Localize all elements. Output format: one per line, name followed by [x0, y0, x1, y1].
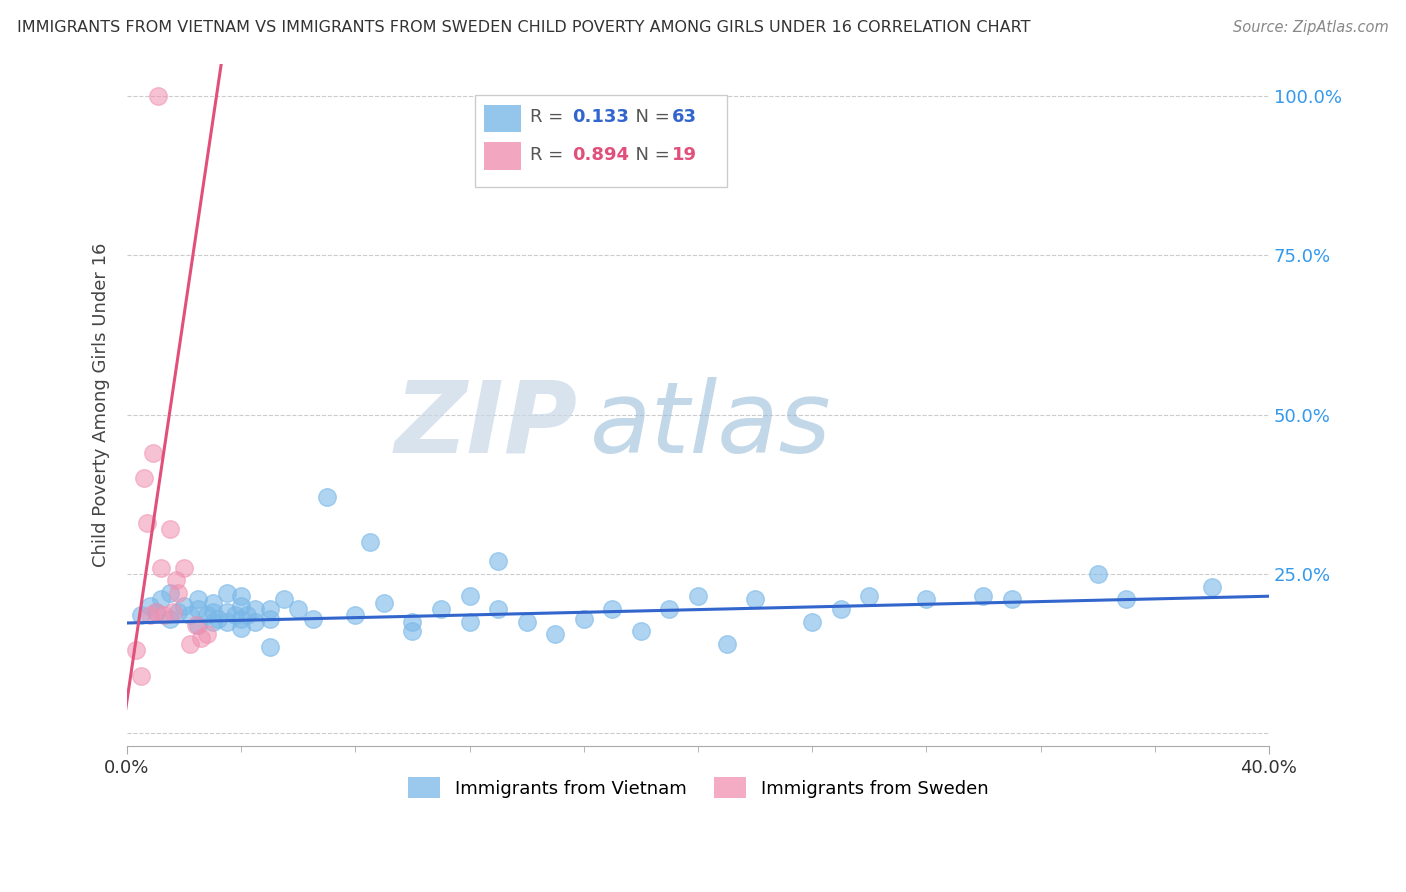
Point [150, 592, 173, 607]
Point [153, 608, 176, 623]
Point [207, 611, 229, 625]
Point [159, 522, 181, 536]
Point [486, 554, 509, 568]
Point [301, 611, 323, 625]
Text: R =: R = [530, 108, 569, 127]
Text: ZIP: ZIP [395, 377, 578, 474]
Point [159, 586, 181, 600]
Point [259, 640, 281, 655]
Point [1087, 566, 1109, 581]
Text: 63: 63 [672, 108, 697, 127]
Point [287, 602, 309, 616]
Point [195, 627, 218, 641]
Point [148, 89, 170, 103]
Point [173, 599, 195, 613]
Point [430, 602, 453, 616]
Point [231, 589, 253, 603]
Point [972, 589, 994, 603]
Point [273, 592, 295, 607]
Point [215, 615, 238, 629]
Point [245, 602, 267, 616]
Point [401, 615, 423, 629]
Point [401, 624, 423, 639]
Point [201, 596, 224, 610]
Point [359, 535, 381, 549]
Point [1001, 592, 1024, 607]
Point [165, 574, 187, 588]
Point [259, 611, 281, 625]
Point [142, 446, 165, 460]
Legend: Immigrants from Vietnam, Immigrants from Sweden: Immigrants from Vietnam, Immigrants from… [401, 770, 995, 805]
Point [458, 589, 481, 603]
Point [716, 637, 738, 651]
Point [630, 624, 652, 639]
Point [572, 611, 595, 625]
Point [195, 608, 218, 623]
Text: N =: N = [624, 108, 675, 127]
Point [830, 602, 852, 616]
Point [231, 621, 253, 635]
Point [858, 589, 880, 603]
Point [373, 596, 395, 610]
Point [187, 602, 209, 616]
Point [215, 586, 238, 600]
Point [915, 592, 938, 607]
Point [167, 605, 190, 619]
Point [201, 605, 224, 619]
Y-axis label: Child Poverty Among Girls Under 16: Child Poverty Among Girls Under 16 [93, 243, 110, 567]
Point [187, 618, 209, 632]
Point [231, 611, 253, 625]
Point [686, 589, 709, 603]
Point [145, 605, 167, 619]
Text: Source: ZipAtlas.com: Source: ZipAtlas.com [1233, 20, 1389, 35]
Point [184, 618, 207, 632]
Point [658, 602, 681, 616]
FancyBboxPatch shape [485, 105, 522, 132]
Point [544, 627, 567, 641]
Point [1201, 580, 1223, 594]
Point [458, 615, 481, 629]
Point [245, 615, 267, 629]
Point [1115, 592, 1137, 607]
Point [139, 599, 162, 613]
Point [139, 608, 162, 623]
Point [187, 592, 209, 607]
Text: 0.894: 0.894 [572, 145, 630, 164]
Point [129, 608, 152, 623]
Point [602, 602, 624, 616]
Point [150, 560, 173, 574]
Text: 19: 19 [672, 145, 697, 164]
FancyBboxPatch shape [475, 95, 727, 186]
Point [201, 615, 224, 629]
Point [236, 608, 259, 623]
Point [124, 643, 146, 657]
Point [190, 631, 212, 645]
Text: N =: N = [624, 145, 675, 164]
Text: IMMIGRANTS FROM VIETNAM VS IMMIGRANTS FROM SWEDEN CHILD POVERTY AMONG GIRLS UNDE: IMMIGRANTS FROM VIETNAM VS IMMIGRANTS FR… [17, 20, 1031, 35]
Point [231, 599, 253, 613]
Point [167, 586, 190, 600]
Point [129, 669, 152, 683]
Text: R =: R = [530, 145, 569, 164]
Point [486, 602, 509, 616]
Point [801, 615, 824, 629]
Point [136, 516, 159, 530]
FancyBboxPatch shape [485, 143, 522, 169]
Point [162, 605, 184, 619]
Point [315, 491, 337, 505]
Point [145, 605, 167, 619]
Point [744, 592, 766, 607]
Point [224, 608, 246, 623]
Point [215, 605, 238, 619]
Point [259, 602, 281, 616]
Point [179, 637, 201, 651]
Point [344, 608, 367, 623]
Point [179, 608, 201, 623]
Text: atlas: atlas [589, 377, 831, 474]
Point [516, 615, 538, 629]
Point [134, 471, 156, 485]
Text: 0.133: 0.133 [572, 108, 630, 127]
Point [173, 560, 195, 574]
Point [159, 611, 181, 625]
